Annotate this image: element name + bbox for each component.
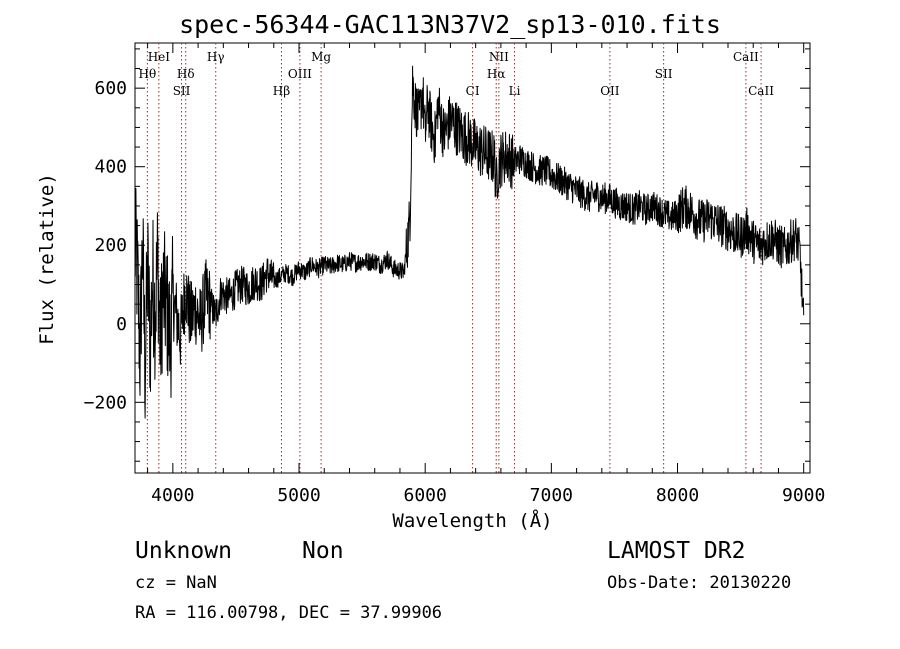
x-tick-label: 4000 [151,485,194,506]
spectral-line-label: CI [466,84,480,98]
x-tick-label: 8000 [656,485,699,506]
spectral-line-label: Hγ [207,50,225,64]
y-tick-label: 600 [94,78,127,99]
x-axis-label: Wavelength (Å) [392,510,553,532]
spectral-line-label: Hβ [273,84,290,98]
spectral-line-label: OII [600,84,620,98]
spectral-line-label: Mg [311,50,331,64]
spectral-line-label: HeI [148,50,171,64]
spectral-line-label: NII [489,50,509,64]
spectral-line-label: CaII [733,50,759,64]
y-tick-label: 200 [94,235,127,256]
y-tick-label: 400 [94,157,127,178]
spectral-line-label: Hδ [177,67,195,81]
spectral-line-label: Li [509,84,521,98]
obs-date-label: Obs-Date: 20130220 [607,573,792,593]
cz-label: cz = NaN [135,573,217,593]
spectrum-line [134,65,805,419]
x-tick-label: 5000 [277,485,320,506]
spectral-line-label: OIII [288,67,312,81]
y-tick-label: 0 [116,314,127,335]
coordinates-label: RA = 116.00798, DEC = 37.99906 [135,603,443,623]
x-tick-label: 7000 [530,485,573,506]
spectral-line-label: Hθ [139,67,157,81]
object-subclass-label: Non [302,538,344,564]
chart-title: spec-56344-GAC113N37V2_sp13-010.fits [179,10,721,39]
spectral-line-label: Hα [487,67,506,81]
spectral-line-label: SII [655,67,673,81]
spectral-line-label: SII [173,84,191,98]
x-tick-label: 6000 [404,485,447,506]
object-class-label: Unknown [135,538,232,564]
spectral-line-label: CaII [748,84,774,98]
x-tick-label: 9000 [782,485,825,506]
y-axis-label: Flux (relative) [36,173,58,345]
y-tick-label: −200 [84,392,127,413]
survey-label: LAMOST DR2 [607,538,746,564]
